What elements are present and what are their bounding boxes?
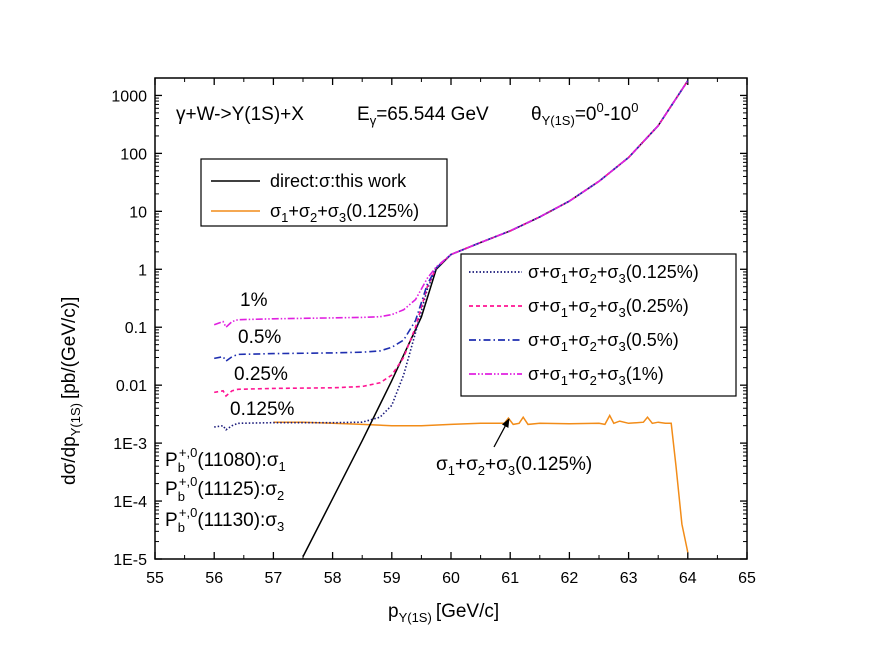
x-tick-label: 57 <box>265 570 283 587</box>
state-label-1: Pb+,0(11080):σ1 <box>165 445 286 475</box>
x-tick-label: 55 <box>146 570 164 587</box>
legend-right-label: σ+σ1+σ2+σ3(0.5%) <box>528 330 679 354</box>
y-tick-label: 1E-4 <box>113 494 147 511</box>
x-tick-label: 56 <box>205 570 223 587</box>
legend-left-label: direct:σ:this work <box>270 171 407 191</box>
angle-annotation: θY(1S)=00-100 <box>531 100 638 128</box>
x-axis-title: pY(1S) [GeV/c] <box>388 601 499 625</box>
y-tick-label: 0.1 <box>125 320 147 337</box>
x-tick-label: 63 <box>620 570 638 587</box>
legend-right-label: σ+σ1+σ2+σ3(1%) <box>528 364 664 388</box>
series-line <box>273 413 689 553</box>
y-tick-label: 100 <box>120 146 147 163</box>
legend-left: direct:σ:this work σ1+σ2+σ3(0.125%) <box>211 171 419 225</box>
legend-right-label: σ+σ1+σ2+σ3(0.125%) <box>528 262 699 286</box>
x-tick-label: 61 <box>501 570 519 587</box>
x-tick-label: 64 <box>679 570 697 587</box>
y-tick-label: 10 <box>129 204 147 221</box>
legend-left-box <box>200 158 448 227</box>
arrow-annotation-label: σ1+σ2+σ3(0.125%) <box>436 454 592 478</box>
pct-label-05: 0.5% <box>238 327 281 348</box>
pct-label-0125: 0.125% <box>230 399 295 420</box>
x-tick-label: 58 <box>324 570 342 587</box>
legend-right: σ+σ1+σ2+σ3(0.125%) σ+σ1+σ2+σ3(0.25%) σ+σ1+… <box>469 262 699 388</box>
annotation-arrow <box>493 418 510 448</box>
pct-label-1: 1% <box>240 290 268 311</box>
plot-frame <box>154 77 748 560</box>
state-label-2: Pb+,0(11125):σ2 <box>165 474 284 504</box>
y-tick-label: 0.01 <box>116 378 147 395</box>
energy-annotation: Eγ=65.544 GeV <box>357 104 489 128</box>
legend-left-label: σ1+σ2+σ3(0.125%) <box>270 201 419 225</box>
x-tick-label: 65 <box>738 570 756 587</box>
series-line <box>213 80 689 329</box>
y-tick-label: 1E-5 <box>113 552 147 569</box>
series-layer <box>213 80 689 557</box>
reaction-annotation: γ+W->Y(1S)+X <box>176 104 304 125</box>
y-tick-label: 1000 <box>111 88 147 105</box>
y-tick-label: 1 <box>138 262 147 279</box>
x-tick-label: 59 <box>383 570 401 587</box>
x-tick-label: 62 <box>561 570 579 587</box>
pct-label-025: 0.25% <box>234 364 288 385</box>
y-axis-title: dσ/dpY(1S)[pb/(GeV/c)] <box>59 297 83 485</box>
state-label-3: Pb+,0(11130):σ3 <box>165 505 284 535</box>
legend-right-box <box>460 253 737 397</box>
x-tick-label: 60 <box>442 570 460 587</box>
y-tick-label: 1E-3 <box>113 436 147 453</box>
legend-right-label: σ+σ1+σ2+σ3(0.25%) <box>528 296 689 320</box>
axes: 55 56 57 58 59 60 61 62 63 64 65 1E-5 1E-4 1E-3 0.01 0.… <box>111 77 756 587</box>
